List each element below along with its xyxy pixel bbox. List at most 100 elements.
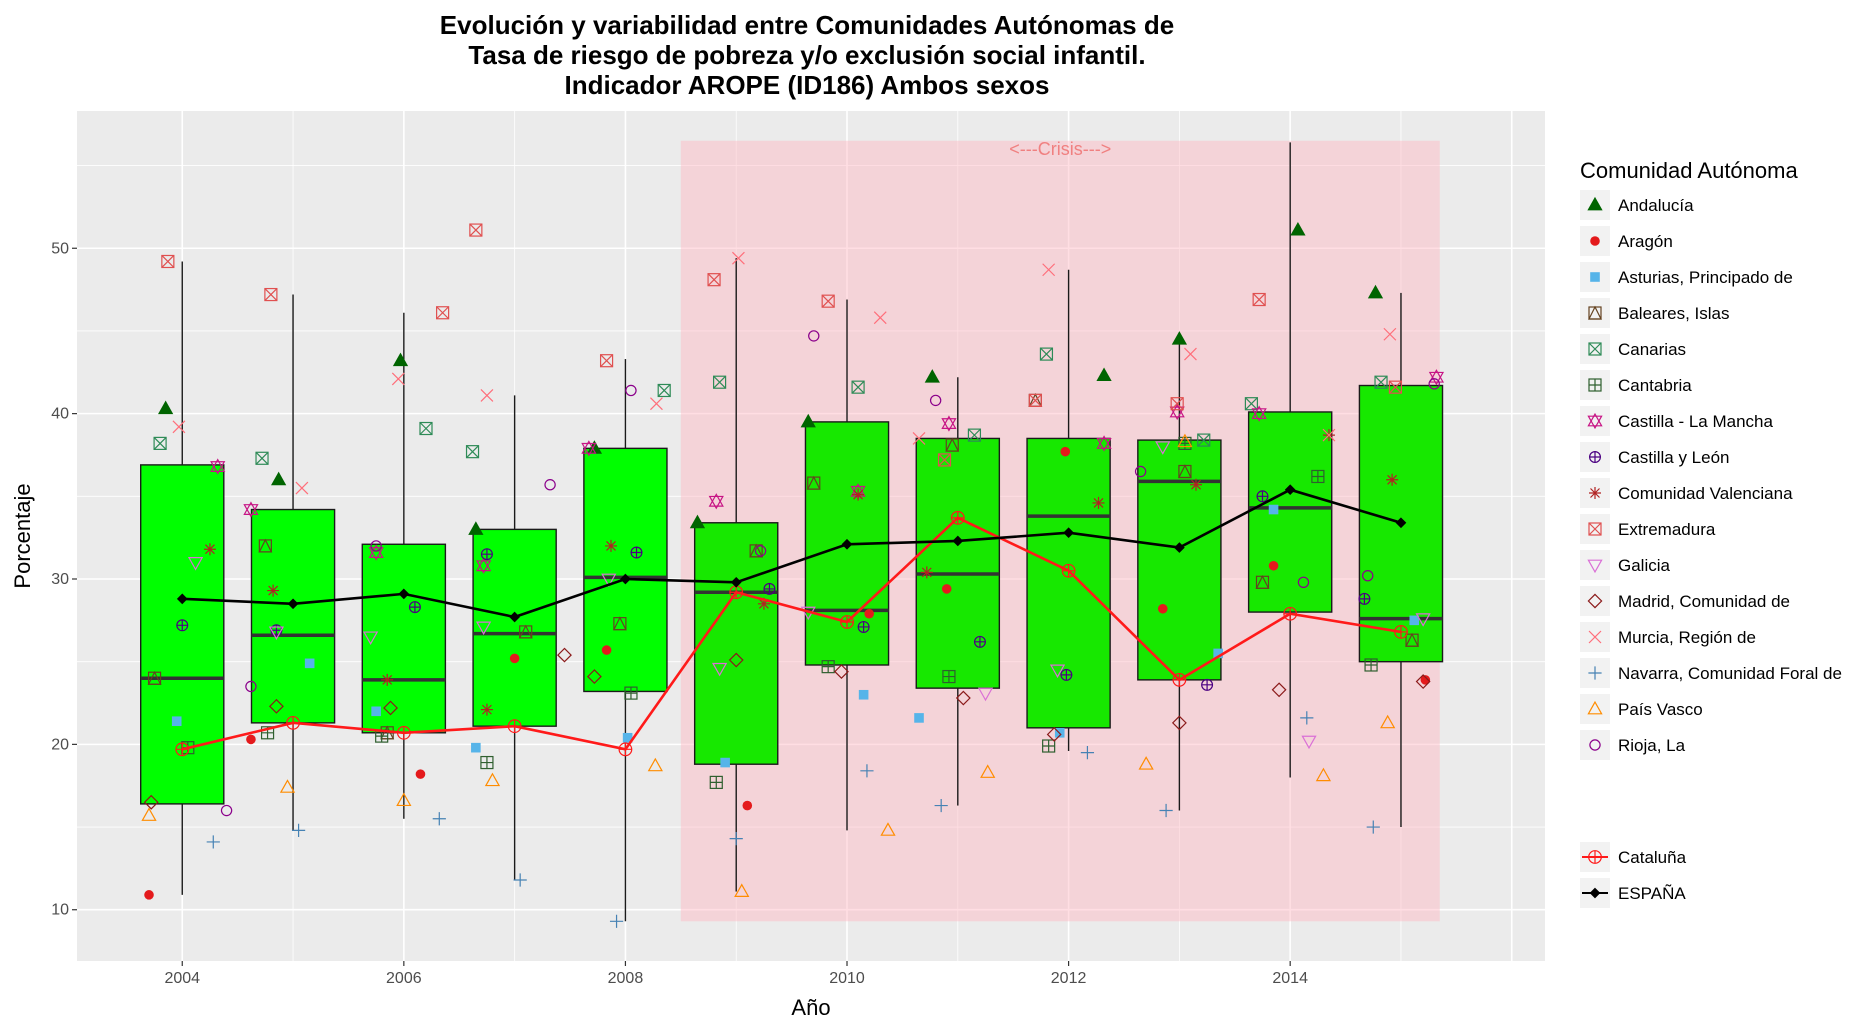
point-extremadura	[821, 294, 835, 308]
point-asturias-principado-de	[471, 742, 481, 753]
point-rioja-la	[1297, 576, 1310, 589]
point-extremadura	[469, 223, 483, 237]
legend-label: Madrid, Comunidad de	[1618, 592, 1790, 611]
point-canarias	[419, 421, 433, 436]
line-point-espana	[1395, 517, 1407, 529]
point-extremadura	[1028, 393, 1042, 407]
boxplots	[140, 142, 1444, 922]
point-andalucia	[468, 521, 484, 535]
point-baleares-islas	[806, 475, 821, 490]
point-pais-vasco	[734, 883, 750, 897]
x-tick-label: 2012	[1051, 970, 1087, 987]
point-comunidad-valenciana	[920, 566, 933, 579]
point-pais-vasco	[1138, 756, 1154, 770]
legend-label: Extremadura	[1618, 520, 1716, 539]
title-line-3: Indicador AROPE (ID186) Ambos sexos	[565, 70, 1050, 100]
line-point-cataluna	[729, 585, 744, 600]
point-castilla-y-leon	[973, 635, 986, 648]
point-andalucia	[392, 352, 409, 367]
legend-item-galicia: Galicia	[1580, 550, 1671, 580]
point-aragon	[601, 645, 612, 655]
point-comunidad-valenciana	[203, 543, 216, 556]
point-murcia-region-de	[1184, 347, 1197, 361]
point-extremadura	[599, 354, 614, 368]
point-murcia-region-de	[732, 251, 745, 265]
point-rioja-la	[754, 545, 767, 557]
point-andalucia	[271, 471, 287, 486]
point-asturias-principado-de	[171, 716, 182, 727]
legend-label: Navarra, Comunidad Foral de	[1618, 664, 1842, 683]
point-aragon	[864, 608, 874, 619]
point-canarias	[1197, 433, 1211, 447]
point-navarra-comunidad-foral-de	[934, 798, 948, 813]
legend-key-marker	[1587, 196, 1603, 211]
y-tick-label: 50	[51, 240, 69, 257]
point-extremadura	[1170, 397, 1184, 411]
point-rioja-la	[1362, 569, 1374, 582]
line-espana	[176, 484, 1407, 623]
point-castilla-la-mancha	[210, 458, 226, 475]
title-line-1: Evolución y variabilidad entre Comunidad…	[440, 10, 1174, 40]
box-2007	[472, 395, 557, 880]
legend-label: Canarias	[1618, 340, 1686, 359]
line-point-cataluna	[1172, 672, 1187, 687]
series-extremadura	[161, 223, 1403, 467]
legend-item-rioja-la: Rioja, La	[1580, 730, 1686, 760]
point-cantabria	[624, 686, 638, 700]
point-murcia-region-de	[1322, 428, 1336, 442]
point-murcia-region-de	[172, 420, 186, 434]
point-asturias-principado-de	[371, 706, 381, 717]
line-point-espana	[841, 538, 853, 550]
series-andalucia	[158, 221, 1384, 535]
point-andalucia	[1367, 284, 1384, 299]
point-asturias-principado-de	[622, 732, 633, 743]
legend-item-asturias-principado-de: Asturias, Principado de	[1580, 262, 1793, 292]
summary-lines	[175, 484, 1408, 757]
point-andalucia	[1171, 331, 1188, 345]
legend-key-marker	[1590, 272, 1600, 282]
series-madrid-comunidad-de	[143, 647, 1431, 810]
point-navarra-comunidad-foral-de	[860, 764, 874, 778]
box-body	[693, 522, 779, 765]
point-galicia	[268, 626, 285, 641]
legend-key-marker	[1589, 887, 1601, 899]
point-pais-vasco	[279, 779, 296, 793]
box-2009	[693, 258, 779, 892]
point-castilla-la-mancha	[1169, 403, 1185, 421]
series-canarias	[153, 347, 1388, 465]
point-canarias	[967, 428, 982, 442]
x-tick-label: 2006	[386, 970, 422, 987]
point-aragon	[1268, 560, 1279, 571]
point-galicia	[601, 573, 617, 588]
point-pais-vasco	[1380, 714, 1396, 729]
y-tick-label: 20	[51, 736, 69, 753]
point-madrid-comunidad-de	[557, 647, 572, 663]
point-castilla-la-mancha	[941, 415, 957, 432]
point-murcia-region-de	[650, 397, 663, 411]
point-navarra-comunidad-foral-de	[432, 812, 446, 826]
point-navarra-comunidad-foral-de	[609, 914, 624, 928]
point-aragon	[509, 653, 520, 664]
point-navarra-comunidad-foral-de	[291, 823, 306, 837]
point-madrid-comunidad-de	[1415, 674, 1431, 689]
legend-key	[1580, 298, 1610, 328]
point-canarias	[153, 436, 167, 450]
line-point-cataluna	[286, 715, 300, 730]
point-madrid-comunidad-de	[1171, 715, 1187, 731]
point-cantabria	[1311, 469, 1325, 484]
legend-label: Castilla - La Mancha	[1618, 412, 1774, 431]
point-navarra-comunidad-foral-de	[729, 832, 743, 846]
point-extremadura	[707, 273, 721, 287]
legend-key-marker	[1588, 342, 1602, 356]
point-castilla-la-mancha	[581, 440, 597, 457]
point-castilla-y-leon	[763, 582, 776, 595]
point-comunidad-valenciana	[757, 597, 770, 610]
point-rioja-la	[370, 540, 382, 552]
box-body	[915, 437, 1001, 689]
point-castilla-y-leon	[1060, 668, 1073, 681]
legend-key	[1580, 694, 1610, 724]
point-navarra-comunidad-foral-de	[1159, 803, 1173, 818]
point-madrid-comunidad-de	[955, 690, 971, 706]
legend-key	[1580, 586, 1610, 616]
point-pais-vasco	[396, 792, 412, 807]
